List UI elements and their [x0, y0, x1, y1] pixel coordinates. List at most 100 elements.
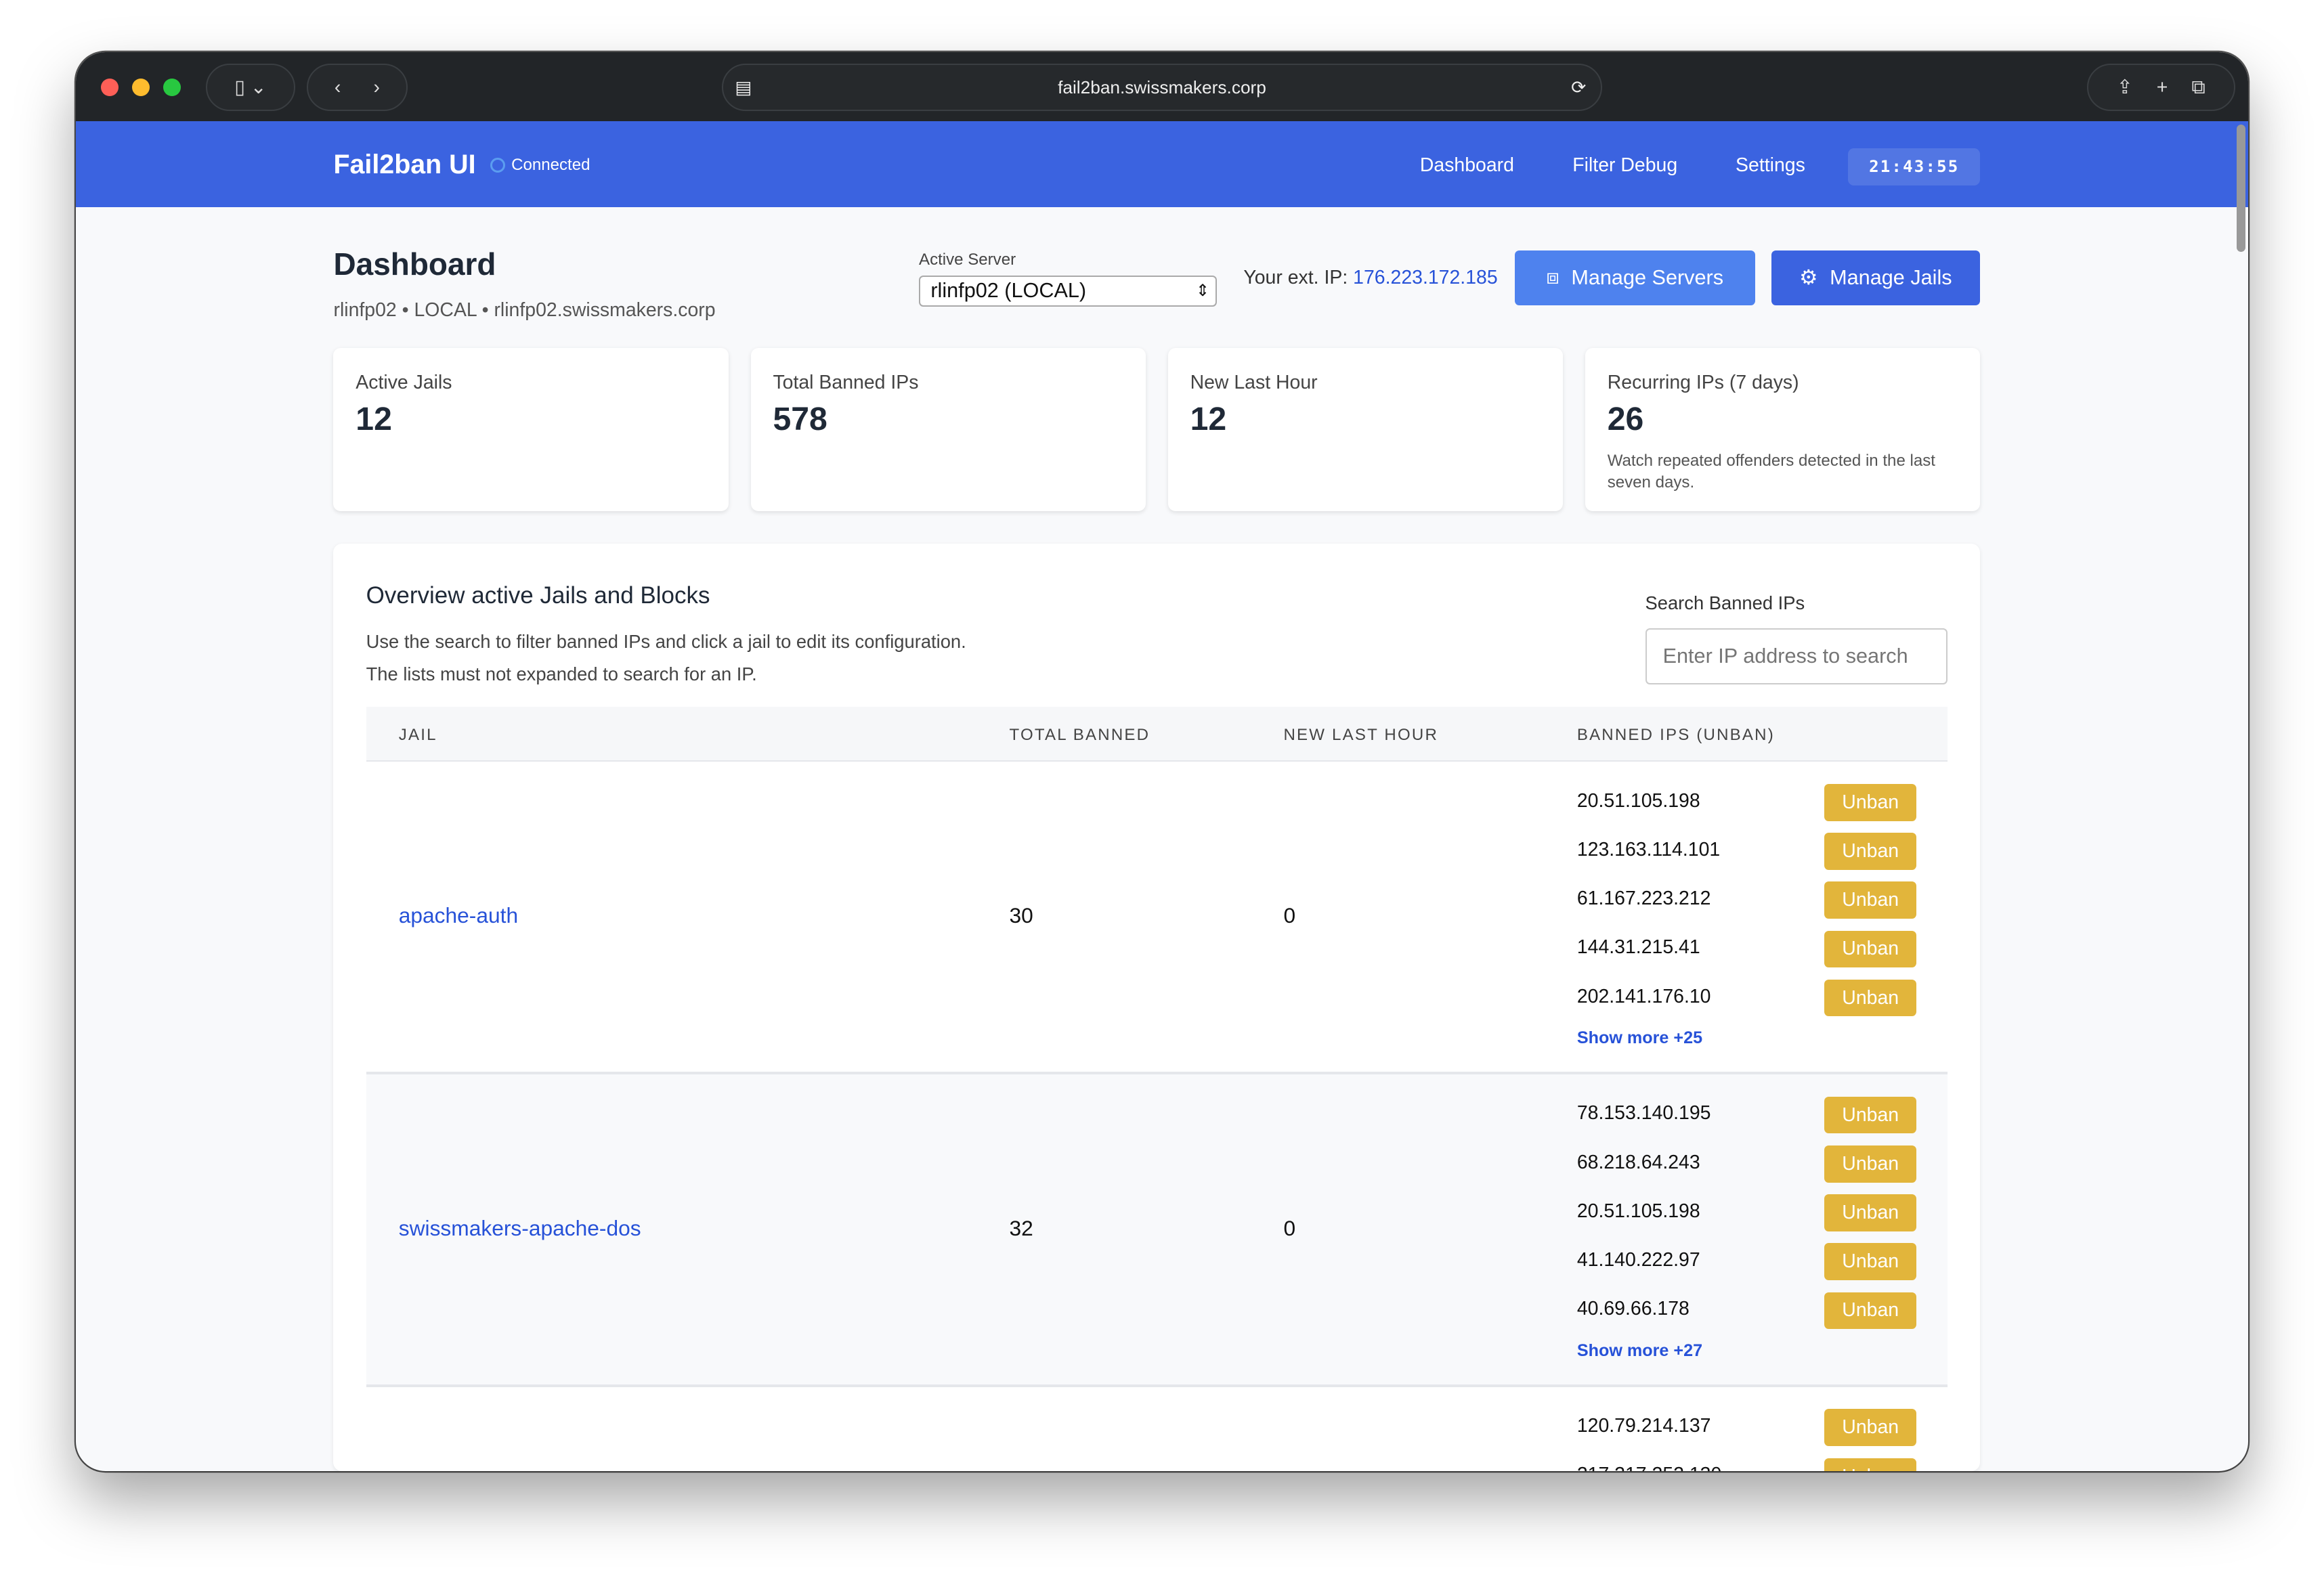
search-input[interactable] [1645, 628, 1948, 685]
sidebar-toggle-button[interactable]: ▯ ⌄ [206, 64, 295, 112]
unban-button[interactable]: Unban [1824, 1243, 1917, 1281]
ip-address: 41.140.222.97 [1576, 1249, 1700, 1271]
maximize-window-button[interactable] [163, 78, 181, 97]
banned-ip-item: 123.163.114.101 Unban [1577, 833, 1918, 870]
server-subtitle: rlinfp02 • LOCAL • rlinfp02.swissmakers.… [333, 299, 716, 322]
overview-desc: Use the search to filter banned IPs and … [366, 626, 966, 691]
table-header: JAIL TOTAL BANNED NEW LAST HOUR BANNED I… [366, 707, 1948, 762]
show-more-link[interactable]: Show more +27 [1576, 1340, 1703, 1360]
card-title: Active Jails [356, 372, 452, 394]
nav-filter-debug[interactable]: Filter Debug [1572, 154, 1678, 176]
stat-cards: Active Jails 12 Total Banned IPs 578 New L… [333, 348, 1981, 512]
new-tab-icon[interactable]: + [2156, 76, 2168, 98]
unban-button[interactable]: Unban [1824, 1096, 1917, 1134]
unban-button[interactable]: Unban [1824, 783, 1917, 821]
ip-address: 78.153.140.195 [1576, 1102, 1711, 1125]
back-forward-buttons[interactable]: ‹ › [307, 64, 408, 112]
servers-icon: ⧈ [1546, 265, 1559, 289]
overview-title: Overview active Jails and Blocks [366, 582, 710, 609]
banned-ip-item: 217.217.252.130 Unban [1577, 1458, 1918, 1472]
server-select[interactable]: rlinfp02 (LOCAL) ⇕ [919, 276, 1217, 307]
col-jail: JAIL [398, 726, 437, 745]
clock: 21:43:55 [1848, 148, 1981, 185]
unban-button[interactable]: Unban [1824, 1292, 1917, 1330]
col-total: TOTAL BANNED [1009, 726, 1150, 745]
server-select-label: Active Server [919, 250, 1016, 269]
ip-address: 123.163.114.101 [1576, 838, 1721, 860]
manage-servers-label: Manage Servers [1571, 265, 1724, 289]
browser-window: ▯ ⌄ ‹ › ▤ fail2ban.swissmakers.corp ⟳ ⇪ + ⧉… [75, 51, 2249, 1472]
card-desc: Watch repeated offenders detected in the… [1607, 451, 1935, 492]
stat-card-recurring: Recurring IPs (7 days) 26 Watch repeated o… [1585, 348, 1981, 512]
back-icon[interactable]: ‹ [334, 76, 341, 98]
total-banned: 30 [1009, 903, 1033, 928]
brand[interactable]: Fail2ban UI [333, 150, 476, 180]
banned-ip-item: 20.51.105.198 Unban [1576, 783, 1918, 821]
card-title: New Last Hour [1190, 372, 1318, 394]
stat-card-total-banned: Total Banned IPs 578 [750, 348, 1146, 512]
nav-dashboard[interactable]: Dashboard [1419, 154, 1514, 176]
jail-link[interactable]: swissmakers-apache-dos [398, 1216, 641, 1241]
close-window-button[interactable] [100, 78, 119, 97]
stat-card-active-jails: Active Jails 12 [333, 348, 729, 512]
col-new: NEW LAST HOUR [1283, 726, 1439, 745]
card-title: Total Banned IPs [773, 372, 919, 394]
unban-button[interactable]: Unban [1824, 1145, 1917, 1183]
banned-ip-item: 202.141.176.10 Unban [1576, 979, 1918, 1017]
show-more-link[interactable]: Show more +25 [1576, 1028, 1703, 1047]
table-row: apache-auth 30 0 20.51.105.198 Unban 123.163.… [366, 762, 1948, 1074]
url-text: fail2ban.swissmakers.corp [1058, 77, 1266, 97]
overview-panel: Overview active Jails and Blocks Use the… [333, 544, 1981, 1472]
banned-ip-item: 68.218.64.243 Unban [1577, 1145, 1918, 1183]
status-text: Connected [511, 155, 590, 174]
card-value: 578 [773, 401, 827, 438]
tabs-overview-icon[interactable]: ⧉ [2191, 76, 2205, 98]
total-banned: 32 [1009, 1216, 1033, 1241]
ip-address: 217.217.252.130 [1577, 1464, 1722, 1471]
nav-settings[interactable]: Settings [1736, 154, 1805, 176]
new-last-hour: 0 [1283, 1216, 1296, 1241]
ip-address: 20.51.105.198 [1576, 1200, 1700, 1222]
unban-button[interactable]: Unban [1824, 979, 1917, 1017]
ip-address: 68.218.64.243 [1576, 1151, 1700, 1173]
unban-button[interactable]: Unban [1824, 930, 1917, 968]
banned-ip-item: 61.167.223.212 Unban [1577, 881, 1918, 919]
col-ips: BANNED IPS (UNBAN) [1576, 726, 1775, 745]
banned-ip-item: 41.140.222.97 Unban [1576, 1243, 1918, 1281]
ip-address: 61.167.223.212 [1576, 888, 1711, 910]
unban-button[interactable]: Unban [1824, 833, 1917, 870]
sidebar-icon: ▯ ⌄ [234, 77, 267, 99]
ip-address: 202.141.176.10 [1576, 985, 1711, 1007]
unban-button[interactable]: Unban [1824, 1409, 1917, 1447]
share-icon[interactable]: ⇪ [2116, 77, 2133, 99]
external-ip: Your ext. IP: 176.223.172.185 [1243, 267, 1497, 289]
scrollbar[interactable] [2236, 124, 2245, 253]
new-last-hour: 0 [1283, 903, 1296, 928]
card-value: 12 [356, 401, 392, 438]
card-title: Recurring IPs (7 days) [1607, 372, 1799, 394]
ip-address: 120.79.214.137 [1576, 1415, 1711, 1437]
unban-button[interactable]: Unban [1824, 1194, 1917, 1231]
desc-line: The lists must not expanded to search fo… [366, 663, 757, 684]
ip-address: 20.51.105.198 [1576, 789, 1700, 812]
gear-icon: ⚙ [1799, 265, 1818, 289]
unban-button[interactable]: Unban [1824, 1458, 1917, 1472]
reload-icon[interactable]: ⟳ [1571, 77, 1587, 97]
desc-line: Use the search to filter banned IPs and … [366, 630, 966, 652]
card-value: 12 [1190, 401, 1227, 438]
unban-button[interactable]: Unban [1824, 881, 1917, 919]
manage-jails-button[interactable]: ⚙ Manage Jails [1771, 250, 1981, 305]
minimize-window-button[interactable] [131, 78, 150, 97]
search-label: Search Banned IPs [1645, 592, 1805, 614]
jail-link[interactable]: apache-auth [398, 903, 519, 928]
navbar: Fail2ban UI Connected Dashboard Filter D… [75, 121, 2249, 208]
address-bar[interactable]: ▤ fail2ban.swissmakers.corp ⟳ [721, 64, 1603, 112]
banned-ip-item: 78.153.140.195 Unban [1576, 1096, 1918, 1134]
manage-servers-button[interactable]: ⧈ Manage Servers [1514, 250, 1755, 305]
card-value: 26 [1607, 401, 1644, 438]
connection-status: Connected [490, 156, 590, 175]
server-select-value: rlinfp02 (LOCAL) [930, 279, 1087, 303]
page-menu-icon[interactable]: ▤ [735, 77, 752, 97]
forward-icon[interactable]: › [373, 76, 381, 98]
